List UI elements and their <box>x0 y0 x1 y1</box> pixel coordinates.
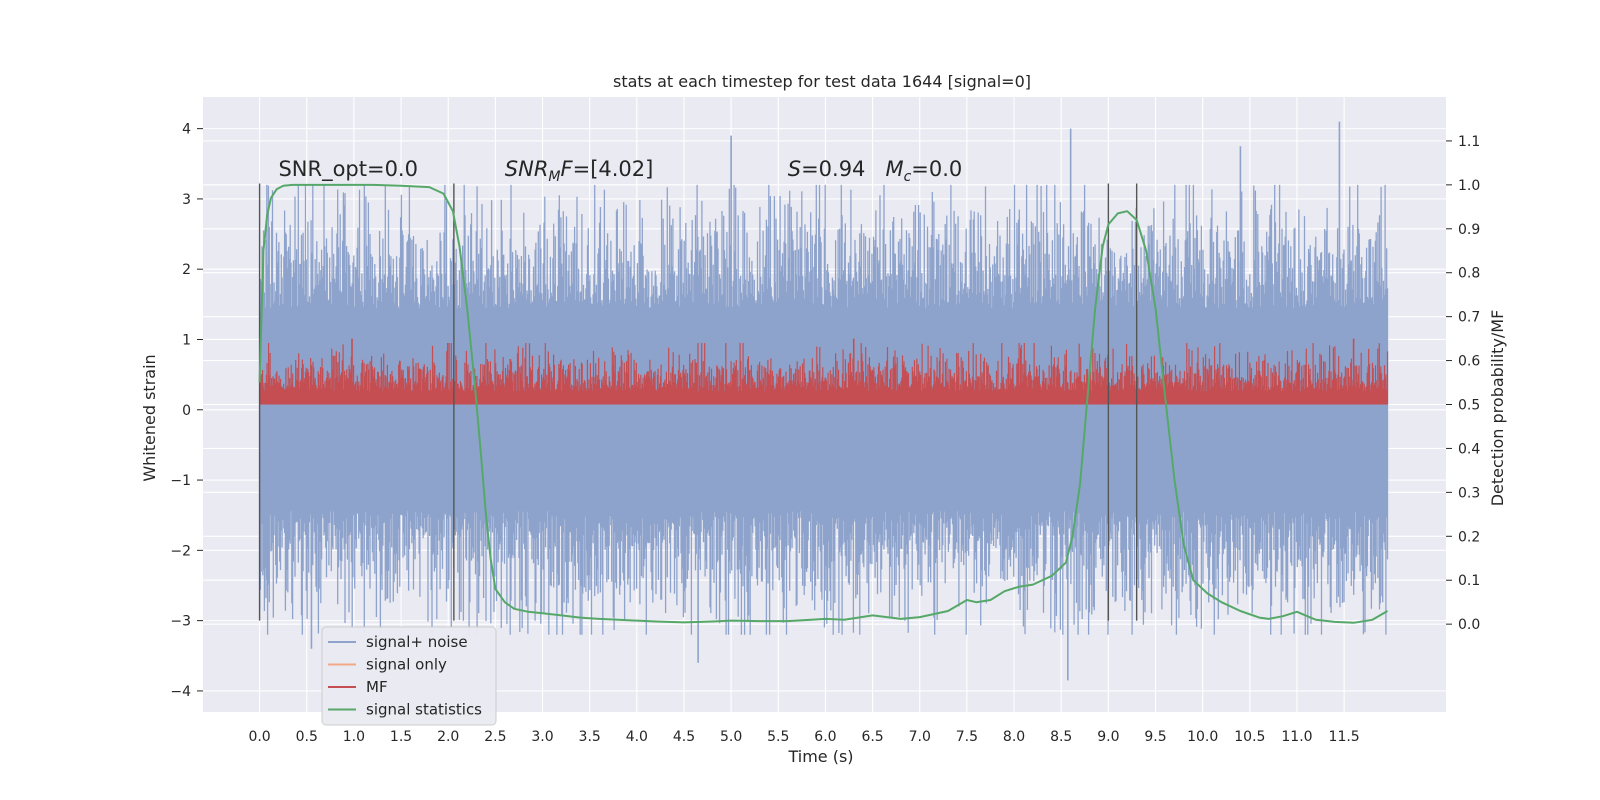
y2-tick-label-6: 0.6 <box>1458 354 1480 370</box>
x-tick-label-19: 9.5 <box>1144 729 1166 745</box>
x-tick-label-1: 0.5 <box>296 729 318 745</box>
x-tick-label-21: 10.5 <box>1234 729 1265 745</box>
x-tick-label-10: 5.0 <box>720 729 742 745</box>
vertical-markers <box>258 183 1138 621</box>
y2-tick-label-0: 0.0 <box>1458 617 1480 633</box>
y-tick-label-4: 0 <box>182 403 191 419</box>
x-tick-label-3: 1.5 <box>390 729 412 745</box>
y-tick-label-5: 1 <box>182 332 191 348</box>
y-tick-label-1: −3 <box>170 614 191 630</box>
x-tick-label-4: 2.0 <box>437 729 459 745</box>
x-tick-label-9: 4.5 <box>673 729 695 745</box>
x-tick-label-5: 2.5 <box>484 729 506 745</box>
x-tick-label-0: 0.0 <box>248 729 270 745</box>
legend: signal+ noise signal only MF signal statist… <box>321 626 497 726</box>
x-tick-label-15: 7.5 <box>956 729 978 745</box>
x-tick-label-12: 6.0 <box>814 729 836 745</box>
y-tick-label-7: 3 <box>182 192 191 208</box>
legend-label-3: signal statistics <box>366 701 482 719</box>
y-tick-label-2: −2 <box>170 543 191 559</box>
y2-tick-label-9: 0.9 <box>1458 222 1480 238</box>
x-tick-label-18: 9.0 <box>1097 729 1119 745</box>
chart-title: stats at each timestep for test data 164… <box>613 72 1031 91</box>
x-tick-label-14: 7.0 <box>909 729 931 745</box>
y-tick-label-0: −4 <box>170 684 191 700</box>
y2-tick-label-7: 0.7 <box>1458 310 1480 326</box>
y2-tick-label-3: 0.3 <box>1458 485 1480 501</box>
y-tick-label-6: 2 <box>182 262 191 278</box>
signal-statistics-line <box>258 183 1389 624</box>
x-tick-label-22: 11.0 <box>1281 729 1312 745</box>
axis-ticks: 0.0 0.5 1.0 1.5 2.0 2.5 3.0 3.5 4.0 4.5 5.0 5.5 6.0 6… <box>170 122 1480 745</box>
x-tick-label-2: 1.0 <box>343 729 365 745</box>
annotation-snr-mf: SNRMF=[4.02] <box>505 157 654 185</box>
y-axis-label: Whitened strain <box>140 354 159 481</box>
x-tick-label-17: 8.5 <box>1050 729 1072 745</box>
y2-tick-label-1: 0.1 <box>1458 573 1480 589</box>
y-tick-label-8: 4 <box>182 122 191 138</box>
legend-label-2: MF <box>366 678 388 696</box>
annotations: SNR_opt=0.0 SNRMF=[4.02] S=0.94 Mc=0.0 <box>278 157 962 185</box>
legend-box <box>321 626 497 726</box>
annotation-s-mc: S=0.94 Mc=0.0 <box>788 157 963 185</box>
x-tick-label-8: 4.0 <box>626 729 648 745</box>
legend-label-0: signal+ noise <box>366 633 468 651</box>
x-tick-label-20: 10.0 <box>1187 729 1218 745</box>
y2-tick-label-10: 1.0 <box>1458 178 1480 194</box>
y2-axis-label: Detection probability/MF <box>1488 310 1507 507</box>
x-tick-label-6: 3.0 <box>531 729 553 745</box>
x-axis-label: Time (s) <box>787 747 853 766</box>
x-tick-label-23: 11.5 <box>1329 729 1360 745</box>
x-tick-label-7: 3.5 <box>579 729 601 745</box>
y2-tick-label-4: 0.4 <box>1458 441 1480 457</box>
y-tick-label-3: −1 <box>170 473 191 489</box>
signal-statistics-series <box>258 183 1389 624</box>
x-tick-label-13: 6.5 <box>861 729 883 745</box>
y2-tick-label-5: 0.5 <box>1458 398 1480 414</box>
x-tick-label-11: 5.5 <box>767 729 789 745</box>
legend-label-1: signal only <box>366 656 447 674</box>
annotation-snr-opt: SNR_opt=0.0 <box>278 157 418 182</box>
y2-tick-label-8: 0.8 <box>1458 266 1480 282</box>
y2-tick-label-2: 0.2 <box>1458 529 1480 545</box>
y2-tick-label-11: 1.1 <box>1458 134 1480 150</box>
x-tick-label-16: 8.0 <box>1003 729 1025 745</box>
